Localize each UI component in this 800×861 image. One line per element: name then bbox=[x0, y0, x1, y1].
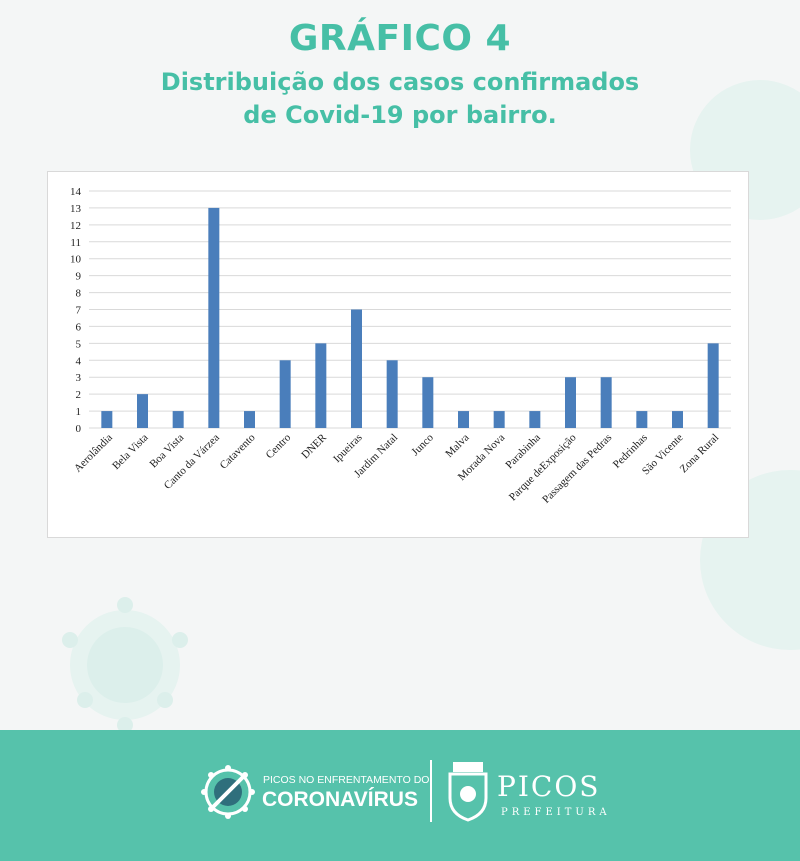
bar bbox=[493, 411, 505, 428]
y-tick-label: 9 bbox=[76, 271, 82, 283]
bar bbox=[386, 360, 398, 428]
x-tick-label: Bela Vista bbox=[110, 432, 151, 473]
bar bbox=[315, 343, 327, 428]
x-tick-label: Zona Rural bbox=[678, 432, 722, 476]
bar bbox=[636, 411, 648, 428]
bar bbox=[672, 411, 683, 428]
bar bbox=[458, 411, 469, 428]
bar bbox=[529, 411, 541, 428]
y-tick-label: 0 bbox=[76, 423, 82, 435]
chart-title: GRÁFICO 4 bbox=[288, 18, 512, 59]
city-name: PICOS bbox=[497, 770, 601, 803]
bar bbox=[208, 207, 220, 428]
y-tick-label: 10 bbox=[70, 254, 82, 266]
bar bbox=[707, 343, 719, 428]
subtitle-line-2: de Covid-19 por bairro. bbox=[243, 101, 557, 129]
y-tick-label: 12 bbox=[70, 220, 81, 232]
city-subtitle: PREFEITURA bbox=[501, 807, 611, 818]
x-tick-label: Passagem das Pedras bbox=[540, 432, 614, 506]
y-tick-label: 5 bbox=[76, 338, 82, 350]
x-tick-label: Centro bbox=[264, 431, 294, 461]
y-tick-label: 11 bbox=[70, 237, 81, 249]
y-tick-label: 2 bbox=[76, 389, 82, 401]
campaign-small-text: PICOS NO ENFRENTAMENTO DO bbox=[263, 774, 430, 786]
x-tick-label: Parque deExposição bbox=[507, 431, 579, 503]
x-tick-label: Junco bbox=[409, 431, 436, 458]
bar bbox=[137, 394, 148, 428]
bar bbox=[422, 377, 434, 428]
bar bbox=[279, 360, 291, 428]
subtitle-line-1: Distribuição dos casos confirmados bbox=[160, 68, 640, 96]
y-tick-label: 3 bbox=[76, 372, 82, 384]
y-tick-label: 4 bbox=[76, 355, 82, 367]
x-tick-label: DNER bbox=[299, 431, 329, 461]
y-tick-label: 14 bbox=[70, 186, 82, 198]
chart-subtitle: Distribuição dos casos confirmados de Co… bbox=[0, 66, 800, 132]
y-tick-label: 1 bbox=[76, 406, 82, 418]
y-tick-label: 8 bbox=[76, 288, 82, 300]
x-tick-label: Malva bbox=[443, 432, 471, 460]
footer-divider bbox=[430, 760, 432, 822]
y-tick-label: 13 bbox=[70, 203, 82, 215]
footer-bar: PICOS NO ENFRENTAMENTO DO CORONAVÍRUS PI… bbox=[0, 730, 800, 861]
bar bbox=[172, 411, 184, 428]
x-tick-label: Aerolândia bbox=[72, 432, 115, 475]
campaign-big-text: CORONAVÍRUS bbox=[262, 788, 418, 811]
x-tick-label: Catavento bbox=[218, 431, 258, 471]
bar bbox=[600, 377, 612, 428]
bar bbox=[351, 309, 362, 428]
x-tick-label: Ipueiras bbox=[331, 432, 365, 466]
chart-panel: 0 1 2 3 4 5 6 7 8 9 10 11 12 13 14 Aerolândia Bela Vista… bbox=[47, 171, 749, 538]
bar bbox=[101, 411, 113, 428]
coronavirus-campaign-logo: PICOS NO ENFRENTAMENTO DO CORONAVÍRUS bbox=[200, 760, 429, 824]
y-tick-label: 6 bbox=[76, 321, 82, 333]
bar bbox=[565, 377, 576, 428]
y-tick-label: 7 bbox=[76, 305, 82, 317]
virus-icon bbox=[201, 765, 255, 819]
prefeitura-logo: PICOS PREFEITURA bbox=[445, 760, 625, 824]
bar bbox=[244, 411, 255, 428]
city-crest-icon bbox=[448, 762, 488, 822]
